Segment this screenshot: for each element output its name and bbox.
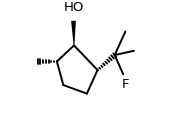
Text: F: F	[122, 77, 130, 90]
Polygon shape	[71, 22, 76, 46]
Text: HO: HO	[63, 1, 84, 14]
